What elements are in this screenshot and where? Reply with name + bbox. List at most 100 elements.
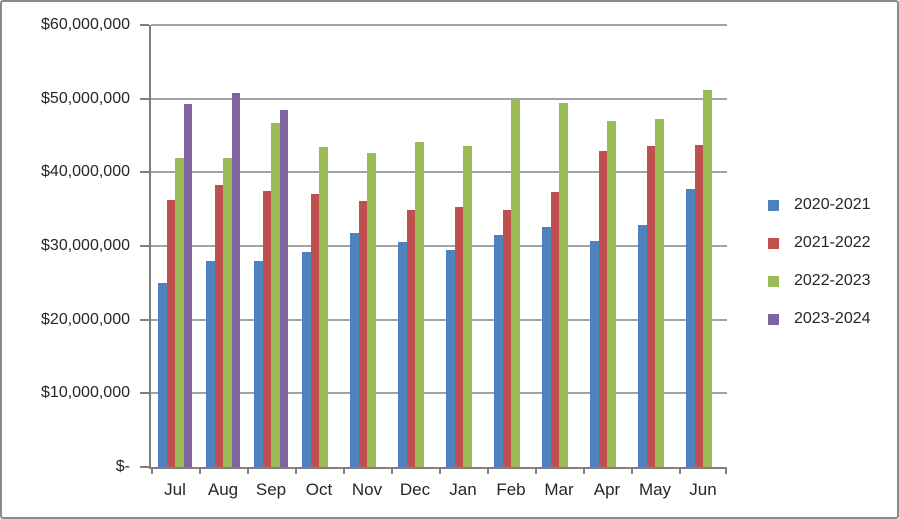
legend-label: 2023-2024 [794,310,871,327]
x-axis-tick [343,469,345,474]
y-axis-label: $50,000,000 [41,89,130,107]
bar-2021-2022-aug [214,184,223,467]
legend-item-2020-2021: 2020-2021 [768,196,871,214]
x-axis-line [149,467,727,469]
bar-2021-2022-dec [406,209,415,467]
x-axis-label: Sep [255,480,287,499]
bar-2021-2022-jun [694,145,703,467]
bar-2020-2021-may [638,224,647,467]
gridline [151,318,727,321]
x-axis-tick [679,469,681,474]
bar-2022-2023-sep [271,122,280,467]
y-axis-label: $- [115,458,130,475]
y-axis-label: $40,000,000 [41,163,130,181]
bar-2020-2021-feb [494,234,503,467]
x-axis-label: Aug [207,480,239,499]
legend-swatch-icon [768,199,779,211]
legend-item-2021-2022: 2021-2022 [768,234,871,252]
x-axis-tick [487,469,489,474]
bar-2020-2021-nov [350,233,359,467]
bar-2022-2023-feb [511,98,520,467]
bar-2022-2023-dec [415,142,424,467]
y-axis-tick [140,24,149,26]
bar-2021-2022-sep [262,190,271,467]
legend-swatch-icon [768,275,779,287]
x-axis-label: Jan [449,480,477,499]
bar-2021-2022-may [646,145,655,467]
x-axis-label: Dec [399,480,431,499]
y-axis-tick [140,318,149,321]
x-axis-tick [631,469,633,474]
y-axis-tick [140,97,149,100]
bar-2021-2022-mar [550,192,559,467]
x-axis-tick [535,469,537,474]
bar-2021-2022-jan [454,206,463,467]
y-axis-label: $10,000,000 [41,384,130,402]
legend: 2020-2021 2021-2022 2022-2023 2023-2024 [768,196,871,348]
legend-item-2023-2024: 2023-2024 [768,310,871,328]
bar-2022-2023-nov [367,153,376,467]
bar-2021-2022-oct [310,194,319,467]
bar-2020-2021-mar [542,226,551,467]
bar-2022-2023-jul [175,157,184,467]
bar-2023-2024-aug [231,92,240,467]
bar-2020-2021-jun [686,189,695,467]
bar-2020-2021-sep [254,261,263,467]
gridline [151,24,727,26]
legend-label: 2022-2023 [794,272,871,289]
x-axis-label: Jul [164,480,186,499]
y-axis-line [149,25,151,469]
gridline [151,245,727,247]
y-axis-tick [140,171,149,174]
legend-swatch-icon [768,237,779,249]
y-axis-label: $60,000,000 [41,16,130,33]
x-axis-label: May [638,480,672,499]
bar-2020-2021-jul [158,282,167,467]
bar-2021-2022-feb [502,209,511,467]
legend-item-2022-2023: 2022-2023 [768,272,871,290]
bar-2022-2023-aug [223,157,232,467]
x-axis-label: Nov [351,480,383,499]
x-axis-tick [439,469,441,474]
y-axis-label: $30,000,000 [41,237,130,254]
x-axis-tick [391,469,393,474]
bar-2020-2021-jan [446,249,455,467]
bar-2021-2022-nov [358,201,367,467]
legend-label: 2021-2022 [794,234,871,251]
x-axis-label: Apr [593,480,621,499]
x-axis-label: Feb [496,480,526,499]
bar-2020-2021-aug [206,261,215,467]
bar-2021-2022-jul [166,200,175,467]
bar-2022-2023-jan [463,145,472,467]
x-axis-tick [725,469,727,474]
y-axis-tick [140,466,149,468]
x-axis-label: Oct [305,480,333,499]
bar-2020-2021-oct [302,251,311,467]
x-axis-tick [295,469,297,474]
bar-2021-2022-apr [598,150,607,467]
gridline [151,97,727,100]
bar-2022-2023-jun [703,89,712,467]
bar-2022-2023-may [655,118,664,467]
bar-2022-2023-apr [607,120,616,467]
bar-2022-2023-mar [559,103,568,467]
legend-label: 2020-2021 [794,196,871,213]
y-axis-tick [140,245,149,247]
gridline [151,392,727,395]
bar-2022-2023-oct [319,147,328,467]
x-axis-tick [151,469,153,474]
gridline [151,171,727,174]
bar-2023-2024-jul [183,103,192,467]
x-axis-tick [199,469,201,474]
x-axis-label: Jun [689,480,717,499]
x-axis-tick [247,469,249,474]
y-axis-tick [140,392,149,395]
legend-swatch-icon [768,313,779,325]
bar-2023-2024-sep [279,110,288,467]
bar-2020-2021-apr [590,240,599,467]
y-axis-label: $20,000,000 [41,310,130,328]
x-axis-label: Mar [544,480,574,499]
bar-2020-2021-dec [398,241,407,467]
x-axis-tick [583,469,585,474]
